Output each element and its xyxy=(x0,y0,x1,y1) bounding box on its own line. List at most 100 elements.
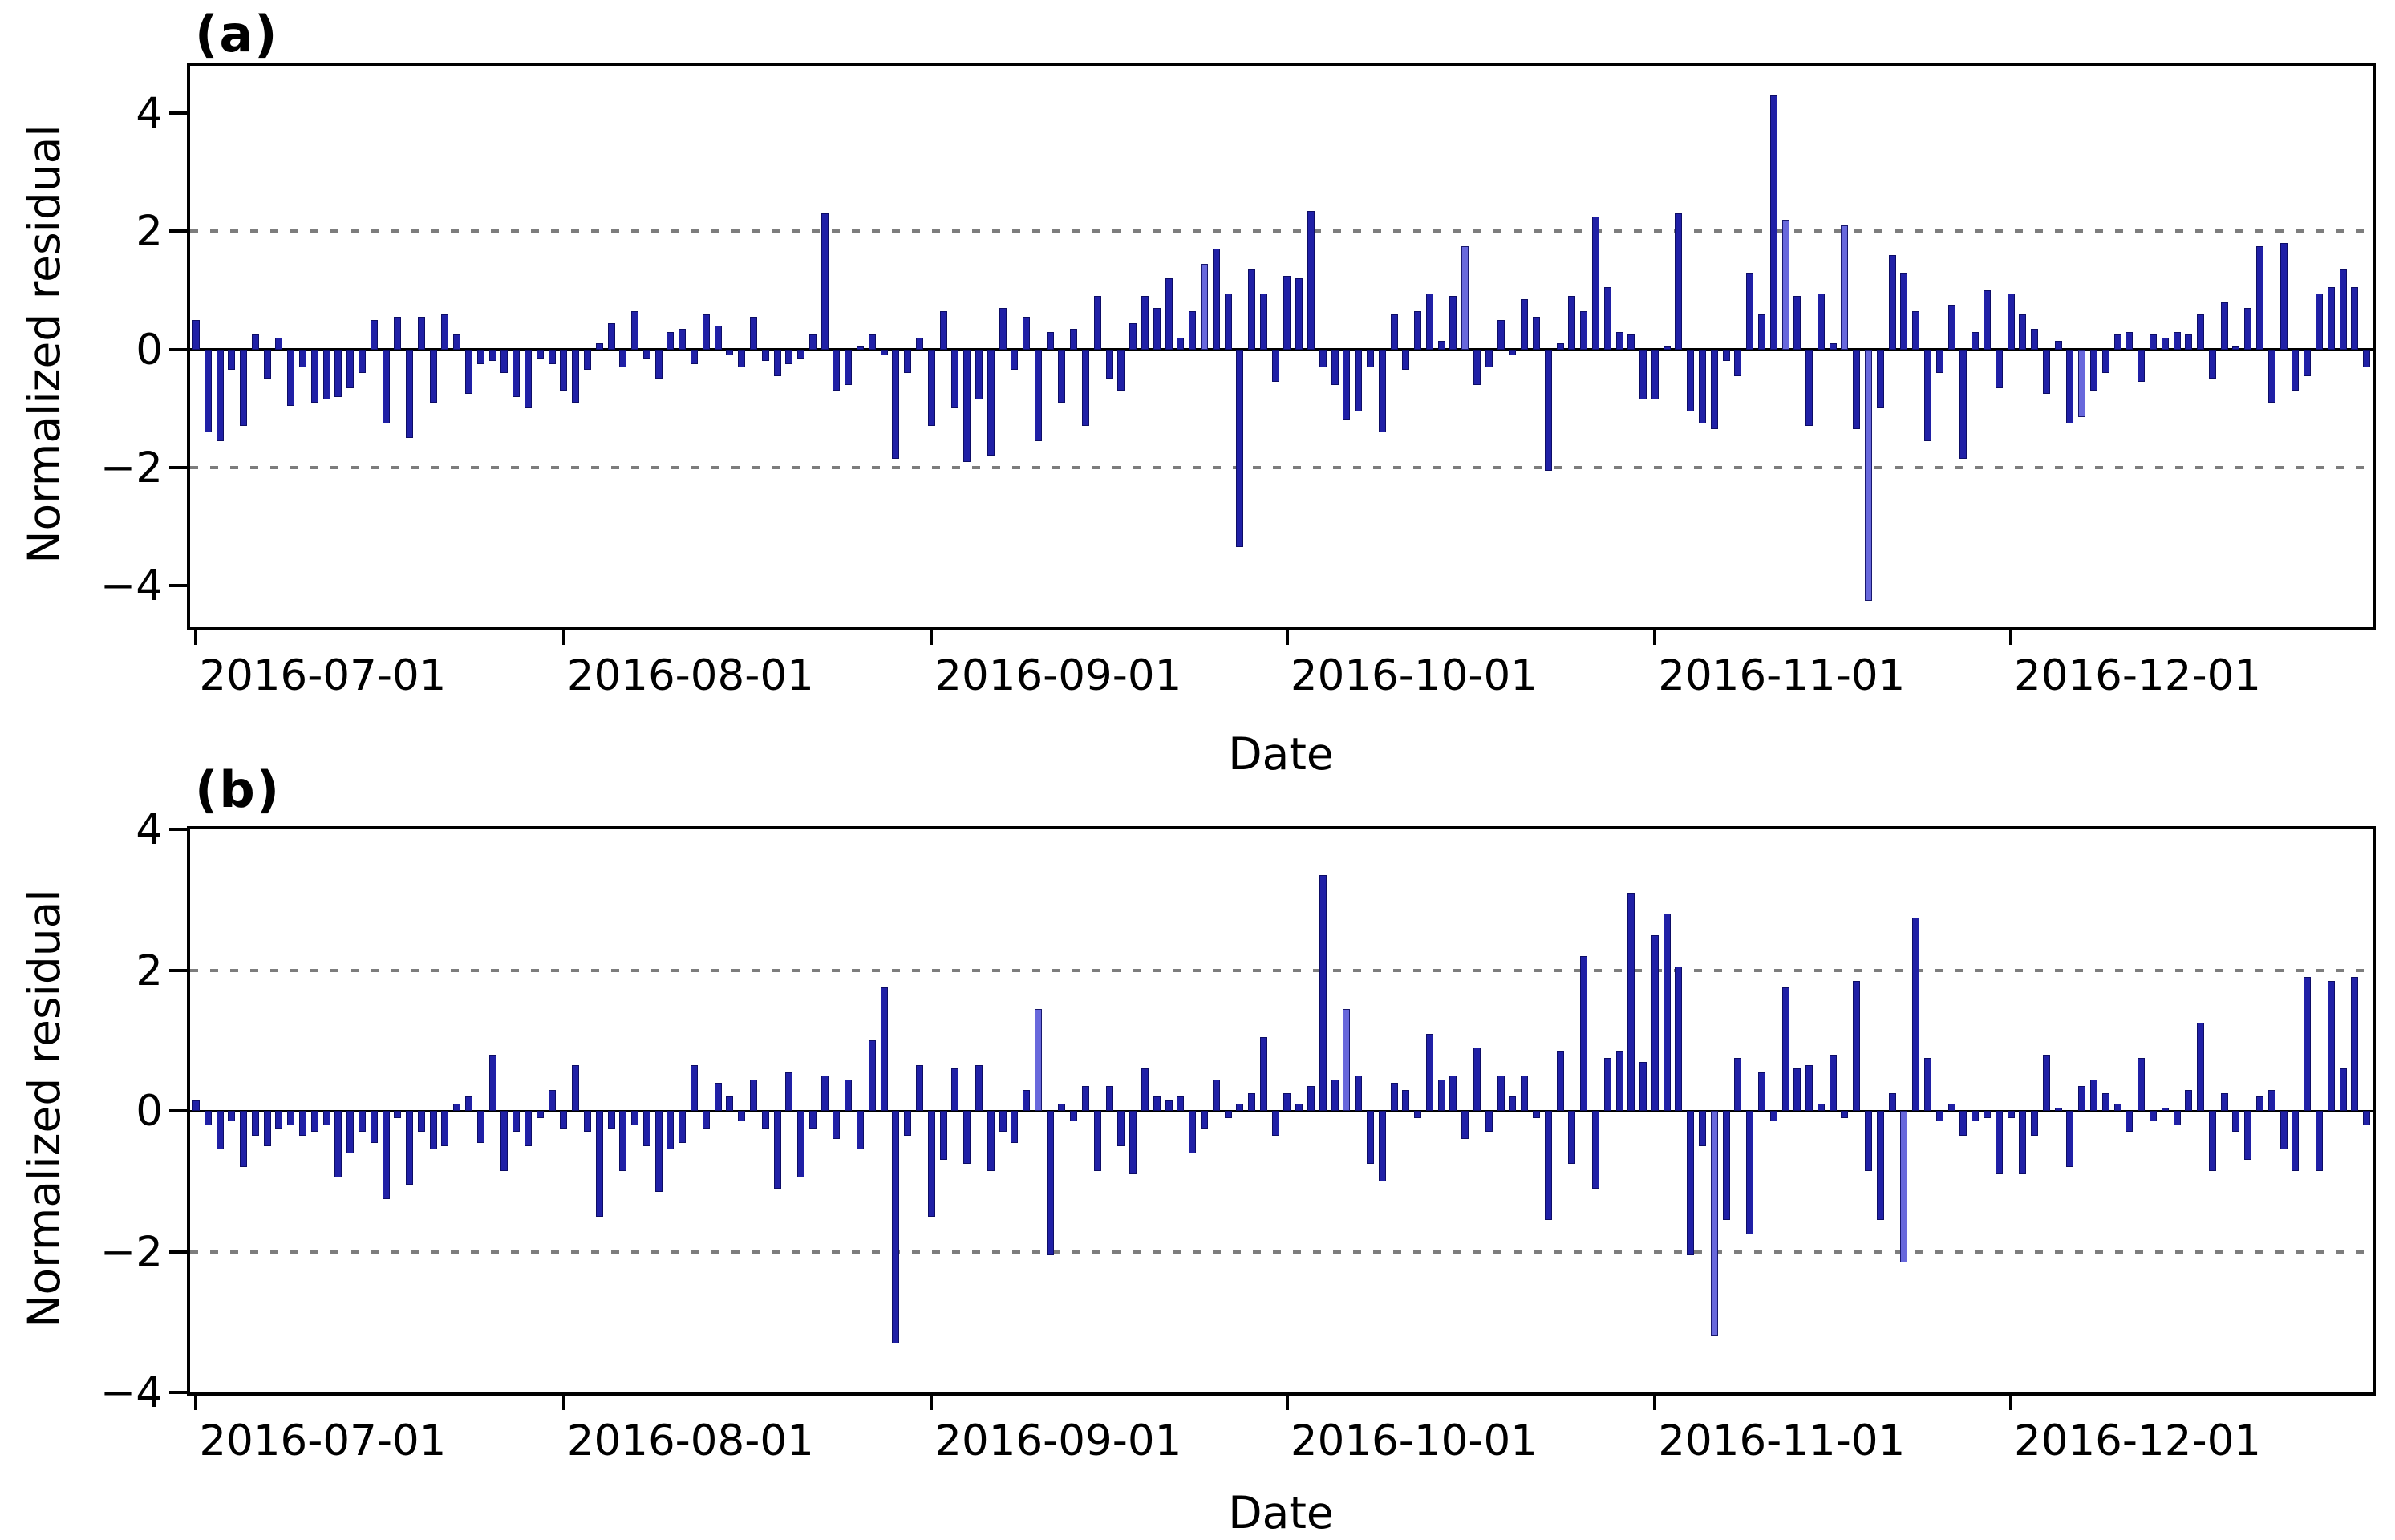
bar xyxy=(1141,296,1149,350)
gridline xyxy=(190,968,2373,972)
bar xyxy=(726,1096,734,1111)
bar xyxy=(1082,1086,1089,1111)
bar xyxy=(999,308,1007,350)
bar xyxy=(1105,349,1113,379)
bar xyxy=(441,1111,449,1146)
bar xyxy=(939,310,947,350)
bar xyxy=(1497,1076,1505,1111)
bar xyxy=(583,1111,591,1133)
bar xyxy=(773,1111,781,1189)
bar xyxy=(417,317,425,350)
bar xyxy=(1651,349,1659,400)
bar xyxy=(1402,1089,1410,1111)
bar xyxy=(1805,349,1813,427)
bar xyxy=(2066,349,2074,424)
bar xyxy=(845,349,853,385)
bar xyxy=(1307,1086,1315,1111)
bar xyxy=(382,1111,390,1199)
bar xyxy=(2126,1111,2134,1133)
bar xyxy=(631,310,639,350)
bar xyxy=(892,1111,900,1343)
bar xyxy=(1675,967,1683,1111)
bar xyxy=(1177,1096,1185,1111)
bar xyxy=(1757,1072,1765,1111)
bar xyxy=(2173,331,2181,350)
bar xyxy=(642,1111,650,1146)
bar xyxy=(951,1068,959,1111)
bar xyxy=(797,1111,805,1178)
bar xyxy=(2042,1054,2050,1111)
plot-area-a xyxy=(187,63,2376,630)
bar xyxy=(1473,1048,1481,1111)
bar xyxy=(1224,293,1232,350)
bar xyxy=(1224,1111,1232,1118)
bar xyxy=(525,349,532,409)
bar xyxy=(204,1111,212,1125)
y-tick-label: −2 xyxy=(99,1227,163,1277)
bar xyxy=(2185,334,2193,350)
bar xyxy=(2149,1111,2157,1122)
bar xyxy=(263,349,271,379)
bar xyxy=(691,1065,698,1111)
bar xyxy=(1699,1111,1706,1146)
gridline xyxy=(190,1250,2373,1254)
bar xyxy=(1165,1100,1173,1111)
bar xyxy=(2351,287,2359,350)
bar xyxy=(1947,1104,1955,1111)
bar xyxy=(251,1111,259,1136)
bar xyxy=(821,213,829,350)
bar xyxy=(488,1054,496,1111)
bar xyxy=(513,349,521,397)
bar xyxy=(1425,293,1433,350)
y-tick-mark xyxy=(169,828,187,831)
bar xyxy=(1923,349,1931,441)
bar xyxy=(1544,349,1552,471)
bar xyxy=(1972,1111,1980,1122)
x-tick-mark xyxy=(1653,627,1657,645)
bar xyxy=(1841,225,1849,350)
bar xyxy=(1983,1111,1991,1118)
bar xyxy=(1591,1111,1599,1189)
x-tick-label: 2016-07-01 xyxy=(199,651,447,700)
bar xyxy=(1722,349,1730,362)
x-tick-mark xyxy=(194,1392,198,1410)
y-tick-mark xyxy=(169,111,187,115)
bar xyxy=(880,349,888,356)
x-tick-label: 2016-09-01 xyxy=(934,1416,1182,1465)
x-tick-mark xyxy=(1285,1392,1289,1410)
bar xyxy=(1959,1111,1967,1136)
bar xyxy=(916,1065,923,1111)
bar xyxy=(1663,346,1671,350)
bar xyxy=(2339,1068,2347,1111)
bar xyxy=(1900,272,1908,350)
bar xyxy=(2267,349,2275,403)
bar xyxy=(975,1065,983,1111)
x-tick-label: 2016-11-01 xyxy=(1658,1416,1906,1465)
bar xyxy=(2197,1023,2205,1111)
y-tick-mark xyxy=(169,1250,187,1254)
bar xyxy=(1248,270,1255,350)
bar xyxy=(1734,1058,1742,1111)
bar xyxy=(1983,290,1991,350)
bar xyxy=(334,1111,342,1178)
bar xyxy=(1912,917,1920,1111)
bar xyxy=(572,1065,580,1111)
bar xyxy=(2256,1096,2263,1111)
bar xyxy=(1485,349,1493,367)
bar xyxy=(1011,349,1019,371)
bar xyxy=(1544,1111,1552,1220)
bar xyxy=(691,349,698,365)
bar xyxy=(1757,314,1765,350)
bar xyxy=(1390,1082,1398,1111)
bar xyxy=(346,349,355,388)
x-tick-label: 2016-10-01 xyxy=(1290,651,1538,700)
bar xyxy=(1046,331,1054,350)
bar xyxy=(1900,1111,1908,1262)
bar xyxy=(1687,349,1695,412)
bar xyxy=(1070,1111,1078,1122)
bar xyxy=(1959,349,1967,459)
bar xyxy=(1639,349,1647,400)
bar xyxy=(619,1111,627,1171)
bar xyxy=(2185,1089,2193,1111)
bar xyxy=(749,317,757,350)
